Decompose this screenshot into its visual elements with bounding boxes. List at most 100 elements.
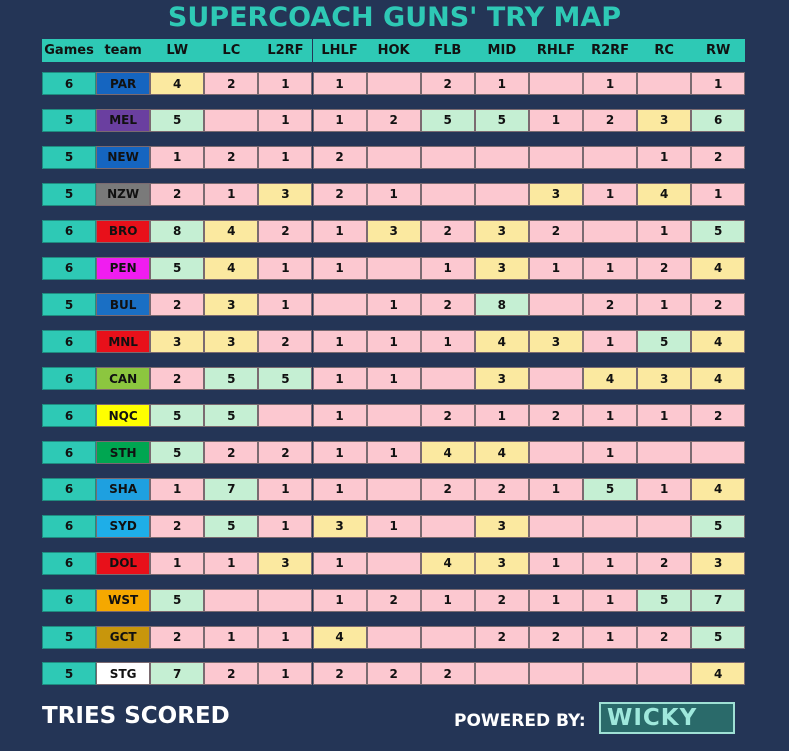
team-cell: BRO <box>96 219 151 243</box>
header-cell: RHLF <box>528 39 583 62</box>
try-cell: 1 <box>312 108 367 132</box>
try-cell: 5 <box>474 108 529 132</box>
try-cell <box>637 441 692 464</box>
try-cell: 2 <box>528 404 583 428</box>
try-cell <box>366 625 421 649</box>
games-cell: 6 <box>42 514 97 538</box>
team-cell: STH <box>96 441 151 464</box>
try-cell: 1 <box>420 588 475 612</box>
try-cell: 3 <box>474 551 529 575</box>
try-cell: 1 <box>583 330 638 354</box>
try-cell: 1 <box>583 72 638 95</box>
try-cell: 4 <box>312 625 367 649</box>
try-cell <box>258 404 313 428</box>
try-cell: 2 <box>312 145 367 169</box>
try-cell: 2 <box>150 625 205 649</box>
try-cell: 3 <box>258 551 313 575</box>
header-cell: HOK <box>366 39 421 62</box>
try-cell: 2 <box>258 441 313 464</box>
try-cell <box>637 514 692 538</box>
games-cell: 6 <box>42 404 97 428</box>
try-cell: 1 <box>258 145 313 169</box>
try-cell: 1 <box>150 477 205 501</box>
try-cell: 3 <box>474 367 529 391</box>
try-cell: 5 <box>258 367 313 391</box>
try-cell: 8 <box>474 293 529 317</box>
try-cell: 2 <box>474 588 529 612</box>
try-cell <box>366 551 421 575</box>
try-cell: 2 <box>420 662 475 686</box>
try-cell: 3 <box>528 330 583 354</box>
try-cell: 1 <box>637 477 692 501</box>
try-cell <box>420 367 475 391</box>
try-cell: 3 <box>204 330 259 354</box>
try-cell: 5 <box>150 588 205 612</box>
try-cell <box>204 588 259 612</box>
try-cell: 1 <box>312 588 367 612</box>
try-cell: 5 <box>637 330 692 354</box>
try-cell: 2 <box>366 662 421 686</box>
try-cell: 2 <box>420 293 475 317</box>
try-cell: 1 <box>312 551 367 575</box>
try-cell: 2 <box>420 477 475 501</box>
header-cell: Games <box>42 39 97 62</box>
try-cell: 7 <box>204 477 259 501</box>
games-cell: 6 <box>42 256 97 280</box>
try-cell <box>528 367 583 391</box>
try-cell: 5 <box>150 441 205 464</box>
try-cell: 1 <box>474 404 529 428</box>
try-cell <box>474 662 529 686</box>
try-cell: 3 <box>474 514 529 538</box>
try-cell: 1 <box>420 256 475 280</box>
try-cell <box>366 256 421 280</box>
try-cell: 4 <box>204 256 259 280</box>
team-cell: PEN <box>96 256 151 280</box>
try-cell: 3 <box>637 108 692 132</box>
try-cell: 5 <box>150 108 205 132</box>
try-cell <box>583 219 638 243</box>
try-cell: 1 <box>312 404 367 428</box>
try-cell: 5 <box>691 514 746 538</box>
try-cell: 3 <box>150 330 205 354</box>
team-cell: BUL <box>96 293 151 317</box>
try-cell: 2 <box>583 293 638 317</box>
games-cell: 5 <box>42 625 97 649</box>
team-cell: CAN <box>96 367 151 391</box>
title: SUPERCOACH GUNS' TRY MAP <box>167 2 622 33</box>
try-cell: 5 <box>150 404 205 428</box>
try-cell: 1 <box>474 72 529 95</box>
games-cell: 5 <box>42 108 97 132</box>
try-cell: 2 <box>366 108 421 132</box>
try-cell <box>528 293 583 317</box>
try-cell: 1 <box>420 330 475 354</box>
try-cell: 2 <box>691 404 746 428</box>
try-cell: 1 <box>637 145 692 169</box>
try-cell: 1 <box>528 256 583 280</box>
try-cell: 4 <box>691 662 746 686</box>
try-cell: 1 <box>691 182 746 206</box>
footer-label: TRIES SCORED <box>42 703 230 729</box>
try-cell: 5 <box>150 256 205 280</box>
games-cell: 5 <box>42 145 97 169</box>
try-cell: 2 <box>204 441 259 464</box>
try-cell: 1 <box>258 108 313 132</box>
try-cell <box>366 404 421 428</box>
try-cell <box>420 625 475 649</box>
header-cell: R2RF <box>583 39 638 62</box>
try-cell: 4 <box>691 256 746 280</box>
try-cell: 1 <box>258 625 313 649</box>
try-cell: 4 <box>691 477 746 501</box>
try-cell: 3 <box>637 367 692 391</box>
team-cell: SHA <box>96 477 151 501</box>
try-cell: 1 <box>528 108 583 132</box>
try-cell: 1 <box>583 441 638 464</box>
try-cell: 2 <box>691 145 746 169</box>
try-cell: 5 <box>637 588 692 612</box>
try-cell: 4 <box>691 330 746 354</box>
try-cell: 1 <box>637 404 692 428</box>
try-cell: 1 <box>583 404 638 428</box>
try-cell: 3 <box>691 551 746 575</box>
try-cell: 2 <box>528 219 583 243</box>
try-cell: 1 <box>312 256 367 280</box>
